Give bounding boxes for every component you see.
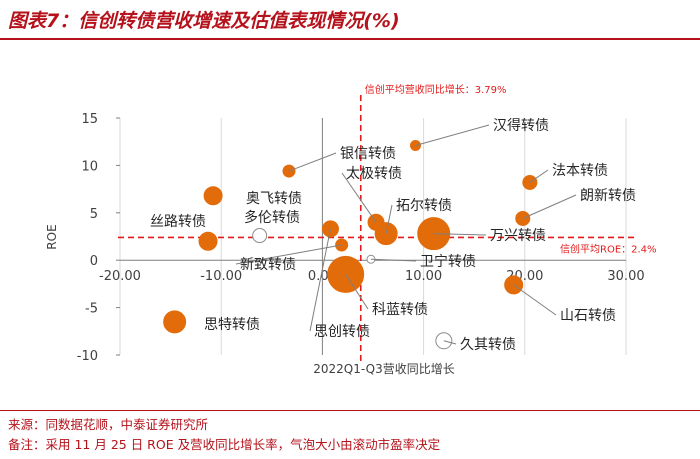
leader-line	[415, 124, 490, 146]
leader-line	[345, 274, 369, 310]
chart-title: 图表7：信创转债营收增速及估值表现情况(%)	[8, 10, 400, 32]
y-tick-label: 0	[90, 254, 98, 269]
leader-line	[522, 194, 577, 219]
leader-line	[529, 169, 549, 183]
x-tick-label: -10.00	[200, 269, 242, 284]
bubble	[203, 186, 223, 206]
leader-line	[309, 228, 331, 332]
bubble-label: 卫宁转债	[420, 253, 476, 270]
leader-line	[513, 284, 557, 316]
bubble-label: 思特转债	[204, 317, 260, 333]
bubble	[327, 255, 365, 293]
bubble-label: 拓尔转债	[396, 198, 452, 214]
footer-note: 备注：采用 11 月 25 日 ROE 及营收同比增长率，气泡大小由滚动市盈率决…	[8, 437, 441, 452]
bubble	[198, 231, 218, 251]
bubble-label: 银信转债	[340, 146, 396, 162]
bubble-label: 科蓝转债	[372, 302, 428, 318]
footer-source: 来源：同数据花顺，中泰证券研究所	[8, 417, 209, 432]
avg-growth-label: 信创平均营收同比增长：3.79%	[365, 83, 507, 96]
avg-roe-label: 信创平均ROE：2.4%	[560, 242, 657, 255]
bubble-label: 新致转债	[240, 257, 296, 273]
y-tick-label: -5	[85, 302, 98, 317]
title-rule	[0, 38, 700, 40]
footer-rule	[0, 410, 700, 411]
bubble-label: 多伦转债	[244, 209, 300, 226]
bubble-label: 太极转债	[346, 166, 402, 182]
y-tick-label: 15	[81, 112, 98, 127]
bubble-label: 久其转债	[460, 337, 516, 353]
y-tick-label: 10	[81, 159, 98, 174]
leader-line	[443, 340, 457, 345]
leader-line	[370, 258, 417, 262]
leader-line	[288, 152, 337, 172]
bubble-label: 山石转债	[560, 308, 616, 324]
bubble-label: 朗新转债	[580, 188, 636, 204]
x-tick-label: 30.00	[607, 269, 644, 284]
x-axis-label: 2022Q1-Q3营收同比增长	[313, 362, 454, 376]
bubble-label: 法本转债	[552, 163, 608, 179]
leader-line	[385, 204, 393, 234]
bubble-label: 丝路转债	[150, 214, 206, 230]
leader-line	[341, 172, 377, 223]
bubble-label: 汉得转债	[493, 117, 549, 134]
reference-lines: 信创平均营收同比增长：3.79% 信创平均ROE：2.4%	[118, 83, 657, 365]
bubble-label: 万兴转债	[490, 228, 546, 244]
bubble	[163, 310, 187, 334]
bubble-label: 奥飞转债	[246, 190, 302, 207]
y-tick-label: -10	[77, 349, 98, 364]
bubble-chart: -20.00 -10.00 0.00 10.00 20.00 30.00151050-5-…	[45, 83, 657, 376]
leader-line	[433, 233, 487, 236]
bubble	[252, 228, 268, 244]
x-tick-label: 10.00	[405, 269, 442, 284]
x-tick-label: -20.00	[99, 269, 141, 284]
y-tick-label: 5	[90, 207, 98, 222]
leader-line	[235, 244, 342, 265]
chart-grid	[119, 118, 627, 355]
y-axis-label: ROE	[45, 224, 59, 249]
bubble	[410, 139, 422, 151]
bubble-label: 思创转债	[314, 324, 370, 340]
